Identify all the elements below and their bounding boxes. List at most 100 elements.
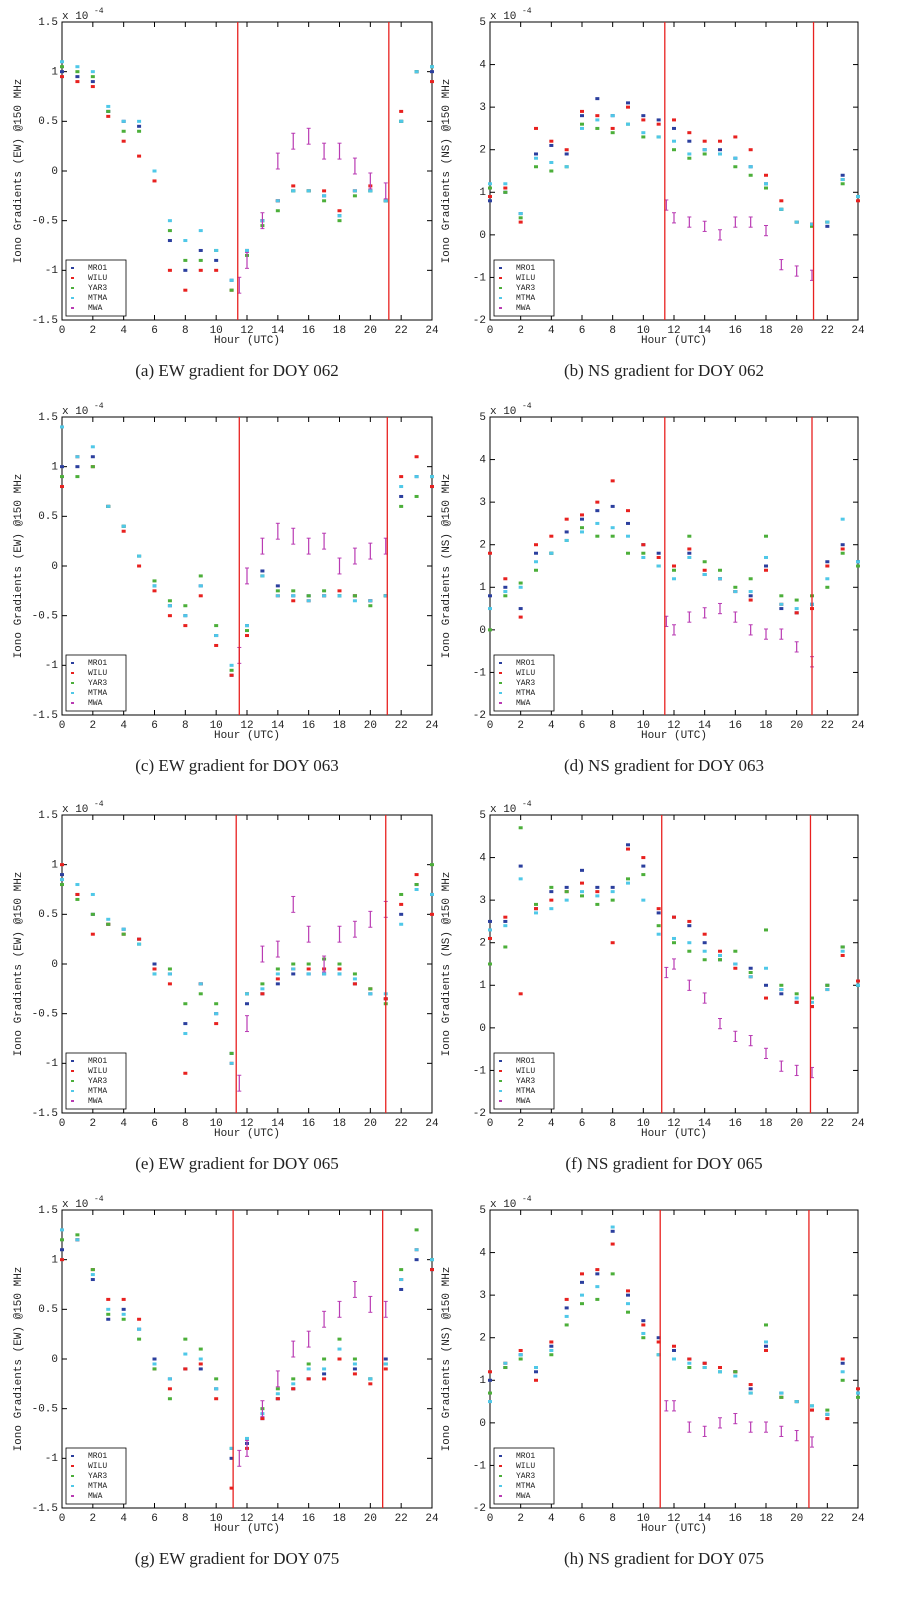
y-tick-label: 0.5	[38, 1304, 58, 1316]
point	[687, 534, 692, 538]
y-tick-label: 1	[479, 187, 486, 199]
point	[414, 70, 419, 74]
x-tick-label: 10	[637, 1118, 650, 1130]
point	[503, 186, 508, 190]
point	[137, 154, 142, 158]
point	[702, 573, 707, 577]
point	[610, 1229, 615, 1233]
x-tick-label: 18	[333, 1513, 346, 1525]
point	[564, 898, 569, 902]
x-tick-label: 22	[821, 720, 834, 732]
point	[595, 1272, 600, 1276]
x-tick-label: 4	[548, 1118, 555, 1130]
legend-box	[493, 259, 555, 317]
y-tick-label: -2	[473, 1503, 486, 1515]
x-tick-label: 2	[90, 720, 97, 732]
x-tick-label: 24	[851, 720, 865, 732]
point	[167, 219, 172, 223]
x-tick-label: 24	[425, 1118, 439, 1130]
point	[198, 1367, 203, 1371]
point	[764, 1323, 768, 1327]
point	[368, 1377, 373, 1381]
point	[399, 109, 404, 113]
point	[610, 890, 615, 894]
x-tick-label: 6	[151, 1513, 158, 1525]
legend-label: YAR3	[88, 1077, 107, 1086]
point	[352, 972, 357, 976]
y-tick-label: 1	[51, 860, 58, 872]
point	[687, 919, 692, 923]
point	[580, 517, 584, 521]
point	[825, 224, 830, 228]
point	[291, 189, 296, 193]
point	[399, 1268, 404, 1272]
legend-box	[493, 654, 555, 712]
y-tick-label: 2	[479, 540, 486, 552]
y-tick-label: -1	[473, 1460, 487, 1472]
point	[702, 148, 707, 152]
point	[352, 1367, 357, 1371]
y-axis-label: Iono Gradients (NS) @150 MHz	[441, 1267, 453, 1452]
y-tick-label: 1.5	[38, 412, 58, 424]
x-tick-label: 18	[333, 325, 346, 337]
legend-label: MRO1	[88, 1452, 107, 1461]
point	[337, 1357, 342, 1361]
y-scale-exponent: -4	[522, 800, 532, 809]
point	[718, 148, 722, 152]
point	[352, 1372, 357, 1376]
legend-marker	[71, 1060, 74, 1062]
x-tick-label: 18	[759, 1118, 772, 1130]
point	[275, 982, 280, 986]
legend-box	[493, 1447, 555, 1505]
point	[518, 607, 523, 611]
legend-marker	[71, 692, 74, 694]
point	[167, 604, 172, 608]
point	[488, 594, 492, 598]
point	[518, 1353, 523, 1357]
point	[856, 1395, 860, 1399]
point	[183, 604, 188, 608]
x-tick-label: 22	[821, 325, 834, 337]
point	[75, 1238, 80, 1242]
point	[672, 126, 676, 130]
point	[580, 513, 584, 517]
legend-box	[65, 654, 127, 712]
legend-label: WILU	[88, 1462, 107, 1471]
legend-marker	[71, 307, 74, 309]
point	[183, 1022, 188, 1026]
point	[672, 564, 676, 568]
point	[352, 594, 357, 598]
point	[60, 873, 64, 877]
y-tick-label: 4	[479, 852, 486, 864]
point	[656, 932, 661, 936]
point	[430, 912, 434, 916]
point	[564, 517, 569, 521]
point	[137, 942, 142, 946]
legend-marker	[71, 287, 74, 289]
y-scale-label: x 10	[490, 804, 516, 816]
y-tick-label: 3	[479, 102, 486, 114]
point	[764, 996, 768, 1000]
point	[641, 555, 646, 559]
point	[198, 574, 203, 578]
point	[580, 126, 584, 130]
point	[322, 1367, 327, 1371]
point	[152, 1357, 157, 1361]
point	[167, 599, 172, 603]
point	[580, 1293, 584, 1297]
y-tick-label: 1.5	[38, 17, 58, 29]
point	[152, 972, 157, 976]
y-tick-label: 0.5	[38, 909, 58, 921]
point	[137, 1337, 142, 1341]
point	[534, 156, 538, 160]
x-tick-label: 8	[609, 325, 616, 337]
y-axis-label: Iono Gradients (EW) @150 MHz	[13, 872, 25, 1057]
point	[549, 1353, 554, 1357]
point	[687, 1366, 692, 1370]
point	[534, 551, 538, 555]
y-tick-label: 2	[479, 938, 486, 950]
point	[106, 1297, 111, 1301]
point	[656, 555, 661, 559]
point	[106, 922, 111, 926]
point	[595, 500, 600, 504]
